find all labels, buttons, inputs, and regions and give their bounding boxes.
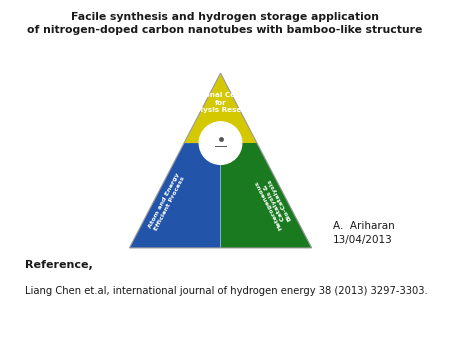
Text: Atom and Energy
Efficient Process: Atom and Energy Efficient Process	[148, 172, 186, 232]
Text: Liang Chen et.al, international journal of hydrogen energy 38 (2013) 3297-3303.: Liang Chen et.al, international journal …	[25, 286, 427, 296]
Polygon shape	[220, 143, 311, 248]
Text: A.  Ariharan
13/04/2013: A. Ariharan 13/04/2013	[333, 221, 395, 245]
Text: National Center
for
Catalysis Research: National Center for Catalysis Research	[182, 92, 259, 113]
Circle shape	[199, 122, 242, 165]
Text: Heterogeneous
Catalysis &
Bio-Catalysis: Heterogeneous Catalysis & Bio-Catalysis	[254, 173, 295, 230]
Polygon shape	[130, 143, 220, 248]
Text: of nitrogen-doped carbon nanotubes with bamboo-like structure: of nitrogen-doped carbon nanotubes with …	[27, 25, 423, 35]
Text: Facile synthesis and hydrogen storage application: Facile synthesis and hydrogen storage ap…	[71, 12, 379, 22]
Polygon shape	[184, 73, 257, 143]
Text: Reference,: Reference,	[25, 260, 93, 270]
